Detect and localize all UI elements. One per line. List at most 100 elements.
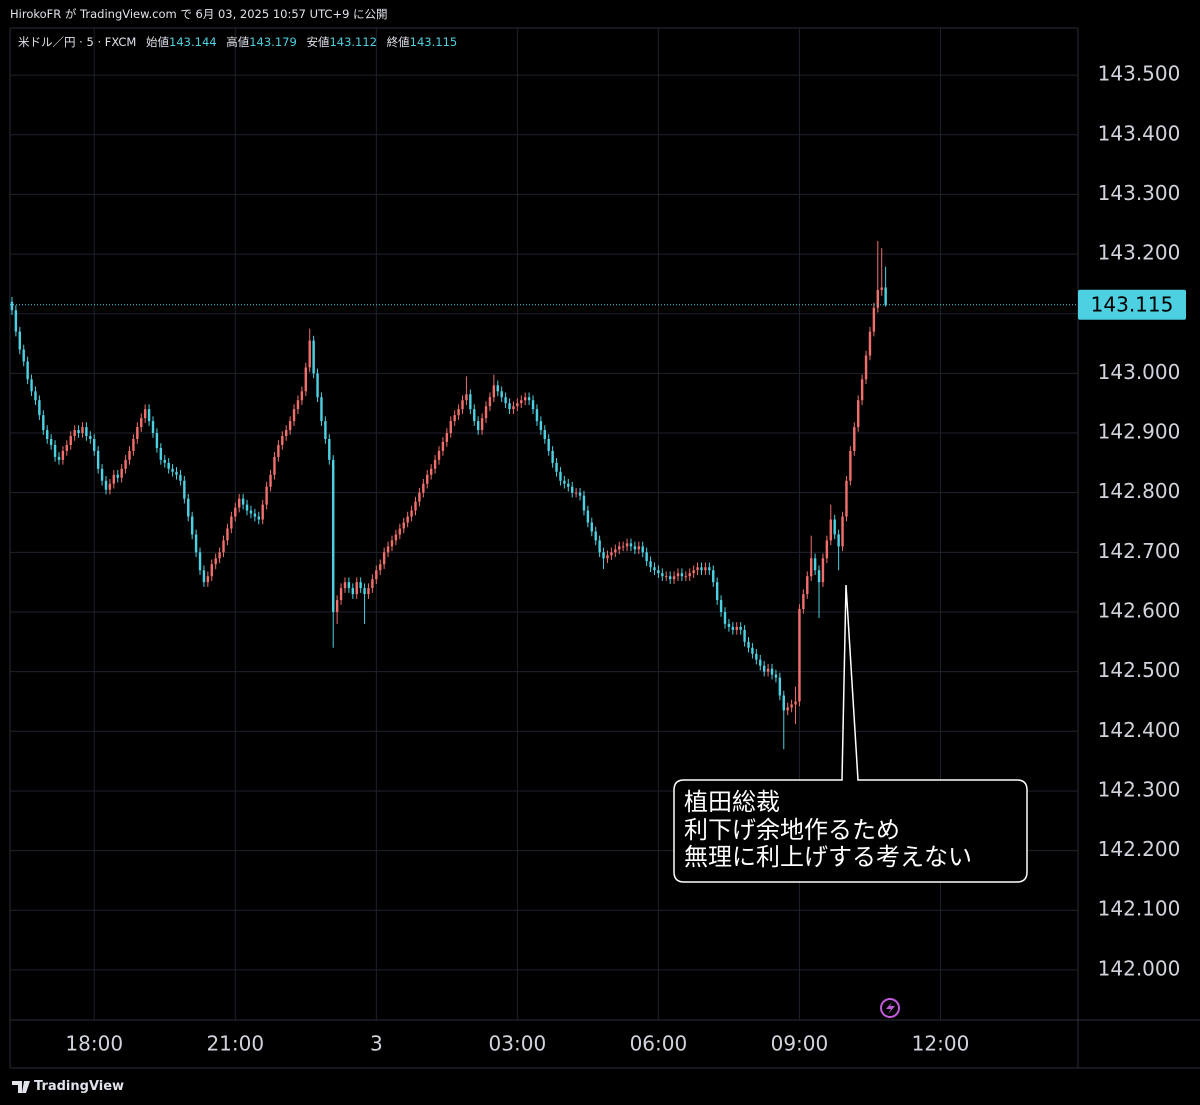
candle-body	[371, 579, 374, 589]
candle-body	[61, 450, 65, 460]
candle-body	[296, 400, 300, 410]
ohlc-label: 始値	[146, 35, 170, 49]
candle-body	[531, 400, 535, 410]
y-tick-label: 143.500	[1098, 62, 1181, 86]
candle-body	[465, 394, 468, 401]
candle-body	[237, 498, 241, 508]
candle-body	[414, 501, 417, 511]
symbol-legend: 米ドル／円 · 5 · FXCM 始値143.144 高値143.179 安値1…	[18, 34, 463, 50]
ohlc-value: 143.112	[329, 35, 378, 49]
candle-body	[328, 438, 331, 460]
candle-body	[547, 438, 550, 451]
candle-body	[42, 415, 45, 431]
candle-body	[351, 588, 355, 595]
y-tick-label: 142.100	[1098, 897, 1181, 921]
candle-body	[304, 367, 308, 392]
candle-body	[187, 498, 190, 517]
candle-body	[402, 522, 405, 529]
candle-body	[480, 418, 484, 431]
candle-body	[665, 576, 668, 578]
candle-body	[155, 433, 159, 448]
candle-body	[813, 558, 817, 571]
candle-body	[633, 546, 637, 550]
candle-body	[755, 653, 758, 660]
candle-body	[766, 668, 770, 672]
candle-body	[265, 486, 268, 505]
candle-body	[394, 534, 398, 541]
event-icon[interactable]	[880, 998, 900, 1018]
last-price-tag	[1078, 289, 1186, 320]
candle-body	[508, 403, 511, 410]
candle-body	[680, 573, 684, 577]
candle-body	[492, 385, 496, 398]
candle-body	[226, 528, 229, 541]
candle-body	[563, 480, 566, 484]
candle-body	[535, 409, 539, 422]
y-tick-label: 142.000	[1098, 956, 1181, 980]
candle-body	[77, 430, 80, 434]
candle-body	[112, 474, 116, 484]
candle-body	[175, 471, 178, 475]
candle-body	[853, 427, 856, 451]
candle-body	[751, 647, 754, 654]
candle-body	[872, 307, 876, 332]
x-tick-label: 03:00	[489, 1032, 547, 1056]
candle-body	[762, 665, 766, 672]
candle-body	[860, 379, 864, 401]
candle-body	[355, 582, 358, 595]
candle-body	[845, 480, 848, 517]
candle-body	[770, 668, 774, 675]
candle-body	[743, 629, 746, 642]
candle-body	[426, 474, 429, 484]
candle-body	[829, 519, 832, 541]
candle-body	[884, 287, 887, 305]
candle-body	[245, 504, 249, 511]
candle-body	[661, 573, 664, 577]
ohlc-label: 終値	[386, 35, 410, 49]
candle-body	[794, 701, 797, 705]
candle-body	[809, 558, 813, 577]
candle-body	[85, 427, 88, 437]
candle-body	[183, 480, 186, 499]
candle-body	[449, 421, 452, 434]
candle-body	[96, 450, 100, 469]
candle-body	[429, 468, 433, 475]
y-tick-label: 142.900	[1098, 420, 1181, 444]
candle-body	[574, 492, 578, 494]
candle-body	[637, 546, 641, 550]
candle-body	[453, 415, 456, 422]
candle-body	[527, 397, 531, 401]
candle-body	[410, 510, 413, 517]
candle-body	[140, 418, 143, 428]
candle-body	[398, 528, 402, 535]
candle-body	[347, 582, 351, 589]
candle-body	[821, 558, 825, 583]
candle-body	[222, 540, 225, 553]
candle-body	[167, 462, 170, 469]
candle-body	[190, 516, 194, 535]
candle-body	[598, 540, 601, 553]
candle-body	[488, 397, 492, 407]
candle-body	[18, 331, 22, 350]
y-tick-label: 142.700	[1098, 539, 1181, 563]
candle-body	[128, 450, 131, 460]
candle-body	[273, 456, 276, 475]
candle-body	[629, 543, 633, 547]
candle-body	[335, 600, 339, 612]
candle-body	[406, 516, 409, 523]
candle-body	[876, 289, 880, 308]
candle-body	[567, 483, 570, 487]
candle-body	[668, 576, 672, 580]
candle-body	[778, 677, 782, 696]
candle-body	[281, 436, 284, 445]
candle-body	[806, 576, 809, 595]
candle-body	[93, 438, 96, 451]
candle-body	[856, 400, 860, 428]
candle-body	[433, 459, 437, 469]
candle-body	[100, 468, 104, 481]
candle-body	[320, 397, 323, 422]
candle-body	[445, 433, 449, 442]
candle-body	[53, 444, 57, 457]
